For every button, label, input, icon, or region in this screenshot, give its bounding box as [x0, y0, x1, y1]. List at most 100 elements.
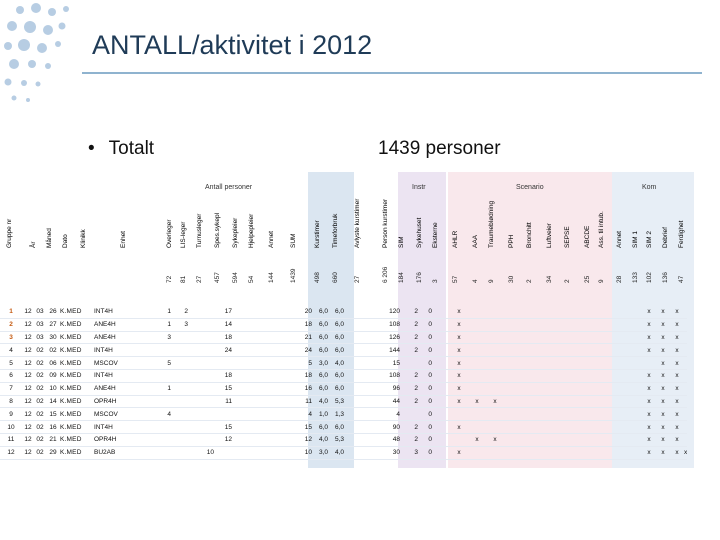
cell-date: 29 — [46, 446, 60, 460]
cell-value: 2 — [400, 343, 418, 358]
cell-value — [344, 446, 384, 460]
cell-value: 3 — [154, 331, 171, 345]
cell-value: x — [656, 395, 670, 409]
cell-value — [594, 369, 612, 383]
cell-value — [504, 446, 522, 460]
cell-value — [558, 446, 576, 460]
cell-klinikk: K.MED — [60, 369, 94, 383]
cell-value — [188, 407, 214, 422]
cell-value: 4 — [154, 407, 171, 422]
cell-date: 06 — [46, 356, 60, 370]
row-index: 10 — [0, 420, 22, 434]
column-header-label: SIM 1 — [632, 231, 639, 248]
cell-enhet: OPR4H — [94, 433, 146, 447]
cell-value: 0 — [418, 407, 432, 422]
cell-value — [214, 446, 232, 460]
cell-value: 2 — [400, 433, 418, 447]
cell-spacer — [146, 446, 154, 460]
cell-value: 4,0 — [312, 433, 328, 447]
cell-value: x — [450, 420, 468, 434]
cell-month: 03 — [34, 306, 46, 319]
cell-value: 6,0 — [312, 331, 328, 345]
cell-value — [628, 356, 642, 370]
cell-value: x — [670, 433, 684, 447]
cell-value: x — [642, 407, 656, 422]
cell-value — [250, 433, 270, 447]
cell-value — [188, 356, 214, 370]
cell-value — [188, 318, 214, 332]
cell-value — [628, 446, 642, 460]
table-row: 3 12 03 30 K.MED ANE4H 3 18 21 6,0 6,0 126 2 0 x x x x — [0, 331, 688, 345]
cell-value: 2 — [171, 306, 188, 319]
column-header-label: ABCDE — [584, 225, 591, 248]
column-header-label: Person kurstimer — [382, 198, 389, 248]
cell-value — [504, 395, 522, 409]
table-row: 9 12 02 15 K.MED MSCOV 4 4 1,0 1,3 4 0 x x x — [0, 407, 688, 422]
cell-spacer — [146, 343, 154, 358]
cell-spacer — [146, 306, 154, 319]
cell-value — [250, 331, 270, 345]
column-total: 102 — [646, 272, 653, 283]
row-index: 6 — [0, 369, 22, 383]
cell-value: x — [656, 343, 670, 358]
cell-value — [576, 318, 594, 332]
bullet-dot-icon: • — [88, 138, 95, 159]
cell-year: 12 — [22, 382, 34, 396]
cell-value — [171, 407, 188, 422]
cell-value — [486, 343, 504, 358]
cell-value — [612, 382, 628, 396]
cell-value — [558, 407, 576, 422]
cell-value: 11 — [214, 395, 232, 409]
bullet-label: Totalt — [108, 138, 155, 159]
cell-value — [522, 306, 540, 319]
cell-value: x — [670, 395, 684, 409]
cell-year: 12 — [22, 420, 34, 434]
column-header-label: Hjelpepleier — [248, 213, 255, 248]
cell-value: 2 — [400, 306, 418, 319]
cell-value — [432, 420, 450, 434]
cell-value: x — [670, 382, 684, 396]
cell-value — [232, 343, 250, 358]
cell-value: 126 — [384, 331, 400, 345]
cell-spacer — [146, 318, 154, 332]
table-row: 2 12 03 27 K.MED ANE4H 1 3 14 18 6,0 6,0 108 2 0 x x x x — [0, 318, 688, 332]
cell-value: 24 — [214, 343, 232, 358]
column-total: 25 — [584, 275, 591, 283]
cell-value — [432, 433, 450, 447]
column-header-label: Enhet — [120, 231, 127, 248]
cell-value — [154, 395, 171, 409]
column-header-label: Sykepleier — [232, 217, 239, 248]
cell-value: 6,0 — [328, 369, 344, 383]
column-header-label: Eksterne — [432, 222, 439, 248]
cell-value: 108 — [384, 369, 400, 383]
cell-value: x — [670, 343, 684, 358]
cell-value — [594, 331, 612, 345]
cell-value — [504, 318, 522, 332]
cell-year: 12 — [22, 306, 34, 319]
cell-value — [594, 356, 612, 370]
cell-value — [540, 306, 558, 319]
cell-klinikk: K.MED — [60, 318, 94, 332]
cell-value — [468, 306, 486, 319]
cell-value: 4,0 — [312, 395, 328, 409]
cell-value — [612, 407, 628, 422]
column-total: 498 — [314, 272, 321, 283]
cell-value — [558, 306, 576, 319]
persons-total: 1439 personer — [378, 138, 501, 159]
cell-value: 0 — [418, 343, 432, 358]
cell-value: x — [450, 369, 468, 383]
cell-value: 2 — [400, 395, 418, 409]
cell-value: 2 — [400, 382, 418, 396]
column-header-label: Sykehuset — [416, 217, 423, 248]
cell-value — [188, 306, 214, 319]
cell-value: x — [656, 356, 670, 370]
cell-value — [250, 356, 270, 370]
row-index: 5 — [0, 356, 22, 370]
cell-year: 12 — [22, 318, 34, 332]
cell-value — [522, 382, 540, 396]
cell-value — [188, 382, 214, 396]
cell-year: 12 — [22, 356, 34, 370]
cell-value — [594, 306, 612, 319]
cell-value — [576, 446, 594, 460]
cell-value — [400, 407, 418, 422]
